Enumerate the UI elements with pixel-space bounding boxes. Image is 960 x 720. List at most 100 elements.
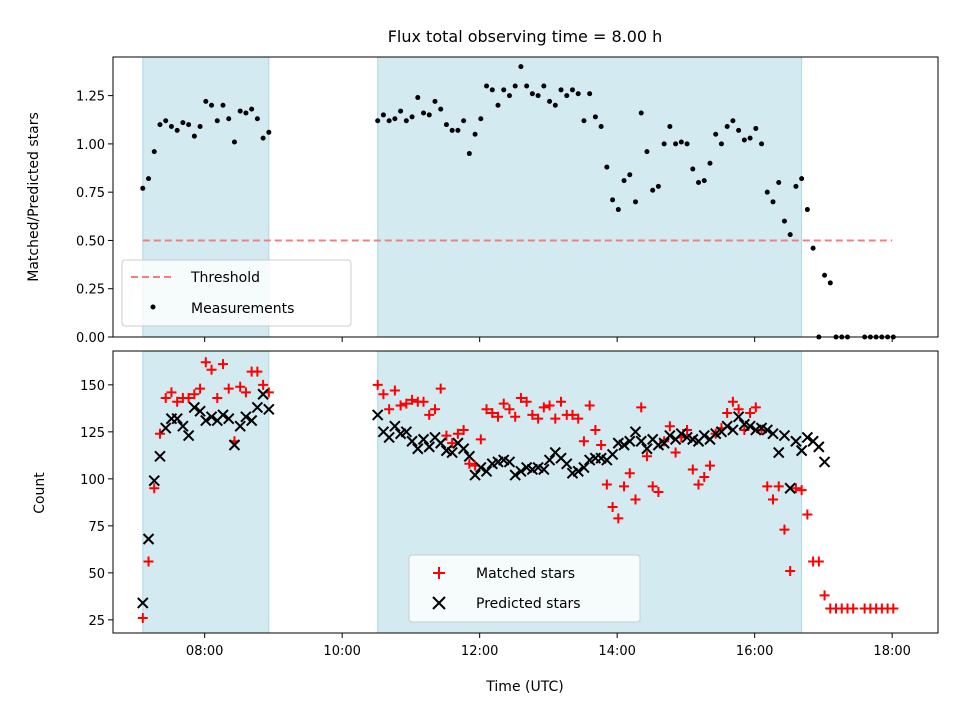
measurement-point xyxy=(564,93,570,99)
measurement-point xyxy=(380,112,386,118)
matched-point xyxy=(235,381,246,392)
measurement-point xyxy=(638,110,644,116)
matched-point xyxy=(624,468,635,479)
measurement-point xyxy=(569,87,575,93)
measurement-point xyxy=(151,149,157,155)
matched-point xyxy=(212,393,223,403)
matched-point xyxy=(475,434,486,445)
predicted-point xyxy=(561,458,573,470)
measurement-point xyxy=(684,141,690,147)
measurement-point xyxy=(661,141,667,147)
measurement-point xyxy=(655,183,661,189)
matched-point xyxy=(613,513,624,524)
measurement-point xyxy=(690,166,696,172)
predicted-point xyxy=(182,429,195,442)
top-legend-box xyxy=(121,259,352,327)
matched-point xyxy=(447,438,458,449)
matched-point xyxy=(389,385,400,396)
measurement-point xyxy=(409,114,415,120)
matched-point xyxy=(189,389,200,400)
measurement-point xyxy=(506,93,512,99)
legend-predicted-label: Predicted stars xyxy=(476,596,581,612)
bottom-y-tick-label: 75 xyxy=(88,520,105,535)
predicted-point xyxy=(761,424,773,436)
predicted-point xyxy=(205,411,218,423)
measurement-point xyxy=(713,131,719,137)
matched-point xyxy=(699,471,710,482)
matched-point xyxy=(521,396,532,407)
measurement-point xyxy=(237,108,243,114)
top-y-tick-label: 0.50 xyxy=(76,234,105,249)
matched-point xyxy=(796,485,807,496)
top-shaded-window xyxy=(377,56,803,338)
measurement-point xyxy=(466,151,472,157)
matched-point xyxy=(790,483,801,494)
predicted-point xyxy=(732,411,745,423)
predicted-point xyxy=(217,409,229,421)
predicted-point xyxy=(818,456,831,468)
measurement-point xyxy=(157,122,163,128)
top-y-tick-label: 0.25 xyxy=(76,283,105,298)
bottom-y-tick-label: 150 xyxy=(80,379,105,394)
matched-point xyxy=(143,556,154,567)
x-tick-label: 14:00 xyxy=(598,644,635,659)
bottom-legend-box xyxy=(408,554,641,623)
predicted-point xyxy=(234,420,246,432)
measurement-point xyxy=(781,218,787,224)
x-tick-label: 16:00 xyxy=(736,644,773,659)
matched-point xyxy=(779,524,790,535)
matched-point xyxy=(813,556,824,567)
predicted-point xyxy=(727,424,739,436)
measurement-point xyxy=(736,127,742,133)
predicted-point xyxy=(417,433,430,446)
matched-point xyxy=(573,413,584,424)
predicted-point xyxy=(389,420,401,432)
measurement-point xyxy=(724,124,730,130)
measurement-point xyxy=(472,131,478,137)
matched-point xyxy=(762,481,773,492)
measurement-point xyxy=(186,122,192,128)
matched-point xyxy=(722,408,733,419)
measurement-point xyxy=(764,189,770,195)
predicted-point xyxy=(572,465,584,478)
measurement-point xyxy=(146,176,152,182)
measurement-point xyxy=(741,137,747,143)
predicted-point xyxy=(721,420,733,432)
measurement-point xyxy=(667,124,673,130)
bottom-y-tick-label: 50 xyxy=(88,567,105,582)
measurement-point xyxy=(191,133,197,139)
matched-point xyxy=(195,383,206,394)
measurement-point xyxy=(822,272,828,278)
measurement-point xyxy=(650,187,656,193)
predicted-point xyxy=(773,446,785,459)
matched-point xyxy=(435,383,446,394)
measurement-point xyxy=(707,160,713,166)
measurement-point xyxy=(484,83,490,89)
bottom-legend: Matched stars Predicted stars xyxy=(408,554,641,623)
matched-point xyxy=(768,494,778,505)
matched-point xyxy=(750,402,761,413)
matched-point xyxy=(670,447,681,458)
matched-point xyxy=(584,400,595,411)
measurement-point xyxy=(627,172,633,178)
measurement-point xyxy=(197,124,203,130)
measurement-point xyxy=(163,118,169,124)
matched-point xyxy=(550,413,561,424)
matched-point xyxy=(401,398,412,409)
predicted-point xyxy=(223,412,235,425)
predicted-point xyxy=(263,403,275,415)
measurement-point xyxy=(541,83,547,89)
matched-point xyxy=(418,396,429,407)
measurement-point xyxy=(386,118,392,124)
measurement-point xyxy=(518,64,524,70)
matched-point xyxy=(888,603,899,614)
measurement-point xyxy=(621,178,627,184)
matched-point xyxy=(504,404,515,415)
predicted-point xyxy=(606,448,619,461)
measurement-point xyxy=(759,141,765,147)
measurement-point xyxy=(615,207,621,213)
predicted-point xyxy=(790,435,802,447)
measurement-point xyxy=(558,87,564,93)
matched-point xyxy=(498,398,509,409)
predicted-point xyxy=(400,426,413,438)
